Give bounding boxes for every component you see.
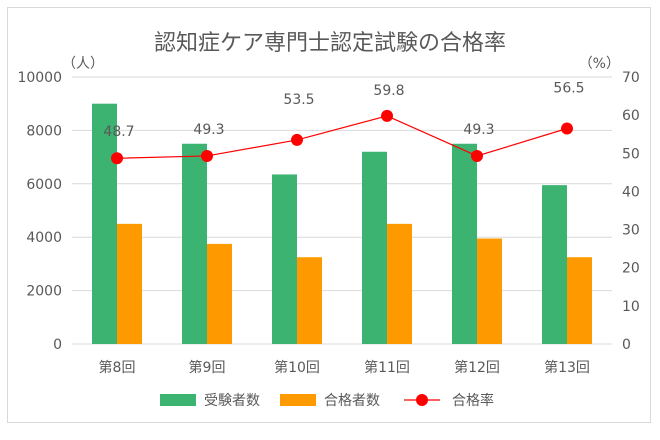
category-label: 第12回: [454, 359, 500, 376]
right-tick-label: 20: [622, 261, 640, 277]
legend-marker-pass-rate: [416, 394, 428, 406]
bar-examinees: [182, 143, 207, 344]
bar-examinees: [542, 185, 567, 344]
bar-passers: [297, 257, 322, 344]
left-axis-unit: （人）: [62, 56, 104, 72]
chart-title: 認知症ケア専門士認定試験の合格率: [154, 31, 506, 56]
legend-swatch-passers: [280, 394, 316, 406]
pass-rate-label: 49.3: [193, 122, 224, 138]
left-tick-label: 6000: [26, 177, 62, 193]
pass-rate-label: 49.3: [463, 122, 494, 138]
bar-examinees: [362, 151, 387, 344]
pass-rate-point: [471, 149, 483, 162]
right-axis-unit: （%）: [579, 56, 620, 72]
bar-passers: [207, 243, 232, 344]
pass-rate-point: [201, 149, 213, 162]
chart-frame: [7, 7, 651, 423]
right-tick-label: 40: [622, 184, 640, 200]
right-tick-label: 50: [622, 146, 640, 162]
legend-label-examinees: 受験者数: [204, 393, 260, 409]
right-tick-label: 30: [622, 223, 640, 239]
category-label: 第8回: [99, 359, 136, 376]
right-tick-label: 70: [622, 70, 640, 86]
legend-label-passers: 合格者数: [324, 393, 380, 409]
pass-rate-point: [561, 122, 573, 135]
legend-label-pass-rate: 合格率: [452, 392, 494, 409]
left-tick-label: 2000: [26, 284, 62, 300]
left-tick-label: 0: [53, 337, 62, 353]
right-tick-label: 0: [622, 337, 631, 353]
pass-rate-label: 53.5: [283, 92, 314, 108]
left-tick-label: 10000: [17, 70, 62, 86]
right-tick-label: 60: [622, 108, 640, 124]
pass-rate-label: 56.5: [553, 80, 584, 96]
bar-passers: [477, 238, 502, 344]
bar-passers: [117, 223, 142, 344]
category-label: 第10回: [274, 359, 320, 376]
pass-rate-point: [111, 152, 123, 165]
bar-examinees: [92, 103, 117, 344]
right-tick-label: 10: [622, 299, 640, 315]
pass-rate-label: 48.7: [103, 124, 134, 140]
pass-rate-point: [291, 133, 303, 146]
legend-swatch-examinees: [160, 394, 196, 406]
left-tick-label: 4000: [26, 230, 62, 246]
category-label: 第9回: [189, 359, 226, 376]
pass-rate-label: 59.8: [373, 83, 404, 99]
bar-examinees: [452, 143, 477, 344]
pass-rate-line: [116, 115, 568, 159]
category-label: 第13回: [544, 359, 590, 376]
bar-examinees: [272, 174, 297, 344]
bar-passers: [567, 257, 592, 344]
pass-rate-point: [381, 109, 393, 122]
bar-passers: [387, 223, 412, 344]
left-tick-label: 8000: [26, 123, 62, 139]
category-label: 第11回: [364, 359, 410, 376]
